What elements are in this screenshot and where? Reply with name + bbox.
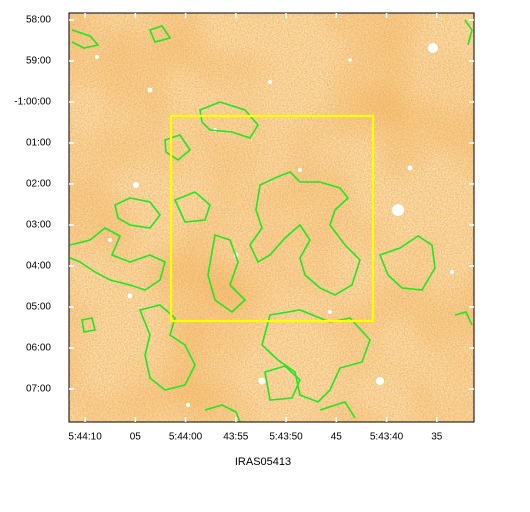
y-tick-label: 01:00	[26, 138, 51, 149]
stars	[95, 43, 454, 407]
x-tick-label: 05	[130, 432, 142, 443]
plot-frame	[68, 12, 475, 423]
y-tick-label: 58:00	[26, 15, 51, 26]
field-box	[169, 114, 375, 323]
sky-image	[69, 13, 474, 422]
y-tick-label: 05:00	[26, 302, 51, 313]
x-tick-label: 45	[331, 432, 343, 443]
x-tick-label: 5:43:40	[370, 432, 404, 443]
x-tick-label: 43:55	[223, 432, 248, 443]
x-tick-label: 5:44:10	[68, 432, 102, 443]
y-tick-label: 03:00	[26, 220, 51, 231]
x-tick-label: 35	[431, 432, 443, 443]
x-tick-label: 5:44:00	[169, 432, 203, 443]
y-tick-label: 07:00	[26, 384, 51, 395]
chart-title: IRAS05413	[235, 456, 291, 468]
y-tick-label: 59:00	[26, 56, 51, 67]
y-tick-label: 04:00	[26, 261, 51, 272]
y-tick-label: -1:00:00	[14, 97, 51, 108]
y-tick-label: 02:00	[26, 179, 51, 190]
y-tick-label: 06:00	[26, 343, 51, 354]
x-tick-label: 5:43:50	[269, 432, 303, 443]
